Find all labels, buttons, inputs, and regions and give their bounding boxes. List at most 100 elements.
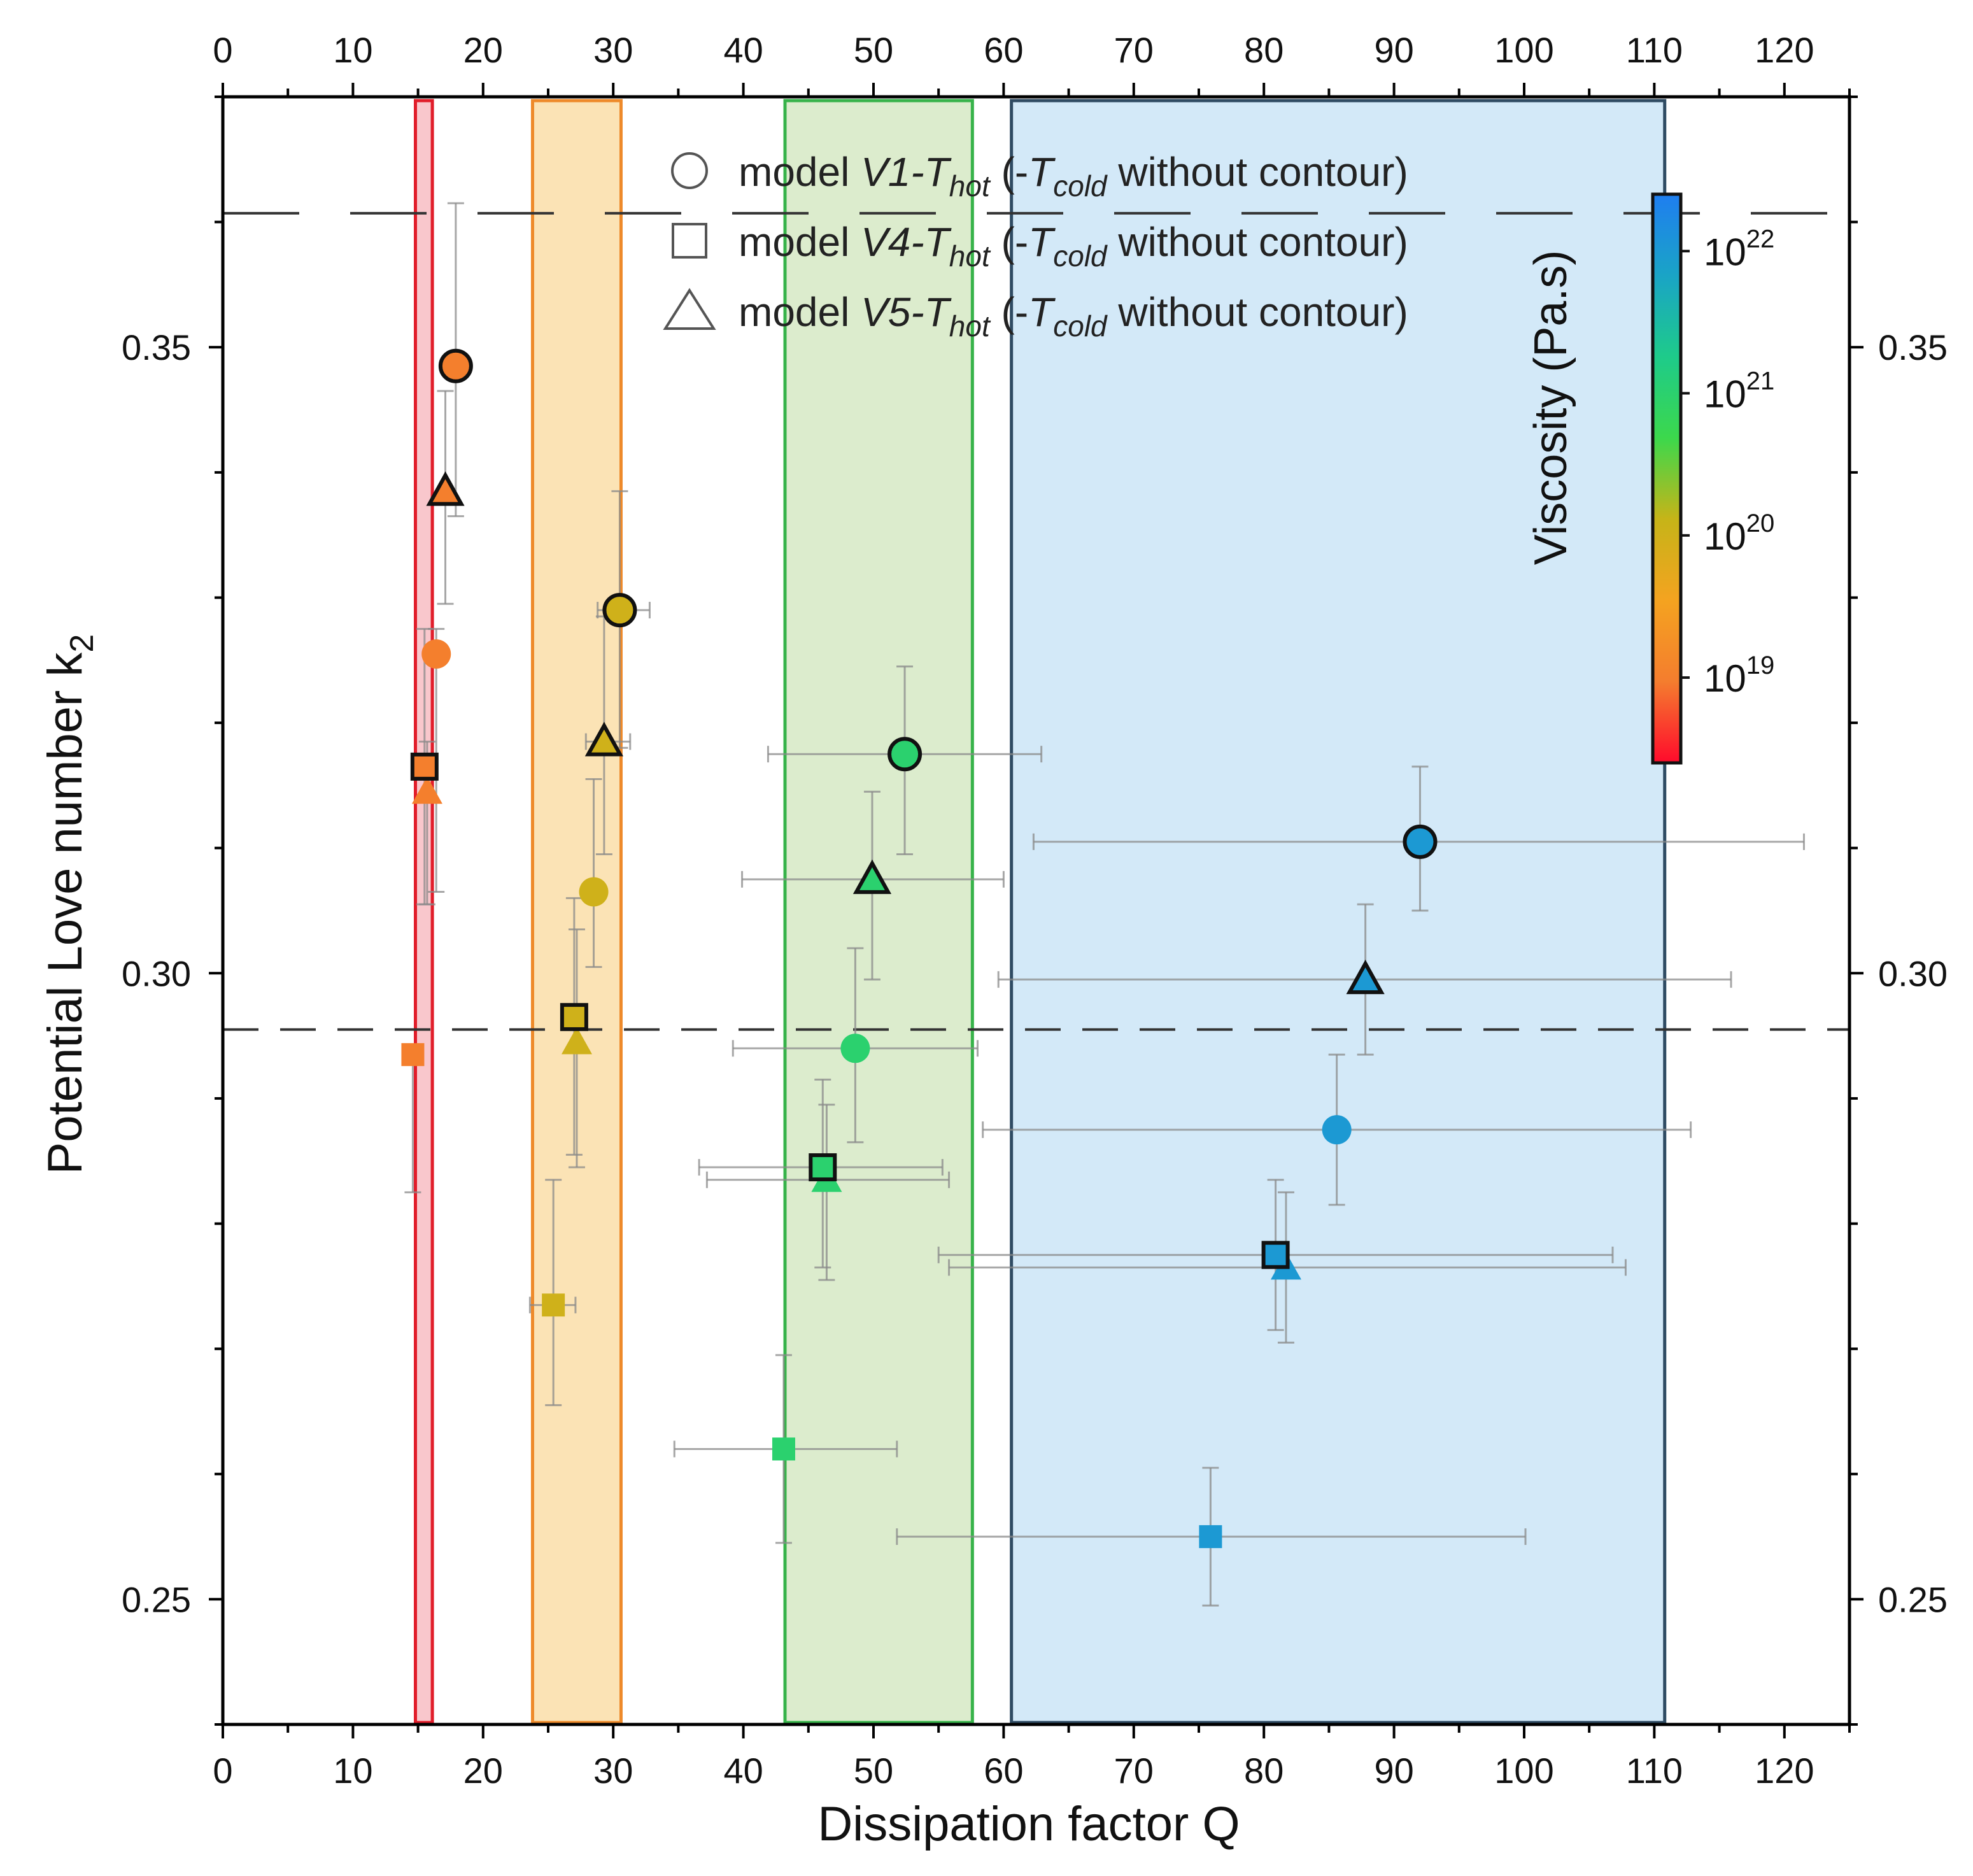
x-tick-label-bottom: 20 bbox=[463, 1751, 503, 1791]
legend-cold-subscript: cold bbox=[1053, 169, 1108, 203]
x-tick-label-bottom: 60 bbox=[984, 1751, 1023, 1791]
legend-cold-subscript: cold bbox=[1053, 309, 1108, 343]
square-point-cold bbox=[772, 1437, 795, 1461]
x-tick-label-top: 50 bbox=[854, 30, 893, 70]
legend-paren: (- bbox=[990, 289, 1028, 335]
x-tick-label-bottom: 120 bbox=[1755, 1751, 1814, 1791]
square-point-hot bbox=[1261, 1240, 1290, 1269]
legend-triangle-icon bbox=[663, 288, 716, 330]
square-point-hot bbox=[809, 1153, 837, 1182]
square-point-hot bbox=[560, 1003, 588, 1032]
legend-t-hot: T bbox=[924, 149, 952, 195]
band-3 bbox=[783, 99, 974, 1724]
colorbar-label-exponent: 22 bbox=[1746, 225, 1775, 253]
legend-model: V5- bbox=[861, 289, 924, 335]
y-axis-title-main: Potential Love number k bbox=[38, 652, 92, 1175]
circle-point-cold bbox=[421, 639, 451, 669]
square-point-hot bbox=[410, 752, 439, 781]
triangle-point-hot bbox=[584, 721, 623, 757]
legend-t-hot: T bbox=[924, 289, 952, 335]
legend-t-cold: T bbox=[1028, 219, 1056, 265]
colorbar-label: 1021 bbox=[1704, 367, 1774, 416]
triangle-point-cold bbox=[411, 776, 442, 804]
y-tick-label-right: 0.25 bbox=[1878, 1579, 1948, 1619]
legend-model: V4- bbox=[861, 219, 924, 265]
legend-t-cold: T bbox=[1028, 149, 1056, 195]
colorbar-label: 1022 bbox=[1704, 225, 1774, 273]
square-point-cold bbox=[1199, 1525, 1222, 1549]
x-tick-label-top: 120 bbox=[1755, 30, 1814, 70]
x-tick-label-top: 10 bbox=[333, 30, 372, 70]
legend-prefix: model bbox=[739, 149, 861, 195]
x-tick-label-top: 70 bbox=[1114, 30, 1154, 70]
x-tick-label-top: 90 bbox=[1374, 30, 1413, 70]
x-tick-label-bottom: 10 bbox=[333, 1751, 372, 1791]
x-tick-label-top: 0 bbox=[213, 30, 232, 70]
legend-paren: (- bbox=[990, 219, 1028, 265]
y-axis-title: Potential Love number k2 bbox=[38, 634, 101, 1175]
circle-point-hot bbox=[1403, 824, 1438, 859]
legend-suffix: without contour) bbox=[1107, 149, 1408, 195]
legend-hot-subscript: hot bbox=[949, 309, 991, 343]
colorbar-title: Viscosity (Pa.s) bbox=[1525, 250, 1576, 565]
triangle-point-cold bbox=[561, 1027, 592, 1055]
x-tick-label-top: 60 bbox=[984, 30, 1023, 70]
x-tick-label-bottom: 40 bbox=[723, 1751, 763, 1791]
x-tick-label-top: 110 bbox=[1626, 30, 1683, 70]
legend-suffix: without contour) bbox=[1107, 289, 1408, 335]
legend-circle-icon bbox=[671, 152, 708, 189]
highlight-bands bbox=[414, 99, 1667, 1724]
colorbar-label: 1019 bbox=[1704, 651, 1774, 700]
legend-label: model V1-Thot (-Tcold without contour) bbox=[739, 149, 1408, 203]
x-tick-label-top: 80 bbox=[1244, 30, 1284, 70]
circle-point-cold bbox=[840, 1034, 870, 1063]
axis-ticks: 0010102020303040405050606070708080909010… bbox=[122, 30, 1948, 1791]
x-tick-label-bottom: 100 bbox=[1494, 1751, 1553, 1791]
legend-hot-subscript: hot bbox=[949, 239, 991, 273]
y-tick-label-right: 0.35 bbox=[1878, 327, 1948, 367]
square-point-cold bbox=[542, 1293, 565, 1317]
legend-label: model V5-Thot (-Tcold without contour) bbox=[739, 289, 1408, 343]
x-tick-label-bottom: 50 bbox=[854, 1751, 893, 1791]
x-tick-label-bottom: 110 bbox=[1626, 1751, 1683, 1791]
circle-point-hot bbox=[602, 593, 637, 628]
colorbar-gradient bbox=[1651, 192, 1683, 765]
legend-hot-subscript: hot bbox=[949, 169, 991, 203]
circle-point-hot bbox=[887, 737, 923, 772]
legend-cold-subscript: cold bbox=[1053, 239, 1108, 273]
triangle-point-hot bbox=[1346, 959, 1385, 995]
legend-prefix: model bbox=[739, 219, 861, 265]
colorbar-label-base: 10 bbox=[1704, 231, 1746, 273]
band-2 bbox=[530, 99, 623, 1724]
colorbar-label-exponent: 20 bbox=[1746, 509, 1775, 537]
circle-point-hot bbox=[438, 348, 473, 383]
legend-label: model V4-Thot (-Tcold without contour) bbox=[739, 219, 1408, 273]
colorbar-label-exponent: 19 bbox=[1746, 651, 1775, 679]
square-point-cold bbox=[401, 1043, 425, 1067]
legend-suffix: without contour) bbox=[1107, 219, 1408, 265]
band-4 bbox=[1010, 99, 1667, 1724]
data-markers bbox=[401, 348, 1438, 1549]
triangle-point-hot bbox=[852, 859, 892, 894]
legend-model: V1- bbox=[861, 149, 924, 195]
y-tick-label-left: 0.30 bbox=[122, 953, 191, 993]
x-tick-label-bottom: 70 bbox=[1114, 1751, 1154, 1791]
x-tick-label-top: 40 bbox=[723, 30, 763, 70]
y-tick-label-right: 0.30 bbox=[1878, 953, 1948, 993]
reference-lines bbox=[223, 211, 1849, 1031]
y-tick-label-left: 0.25 bbox=[122, 1579, 191, 1619]
x-tick-label-bottom: 0 bbox=[213, 1751, 232, 1791]
colorbar-label-base: 10 bbox=[1704, 515, 1746, 558]
legend-prefix: model bbox=[739, 289, 861, 335]
x-tick-label-bottom: 80 bbox=[1244, 1751, 1284, 1791]
circle-point-cold bbox=[579, 877, 609, 907]
legend: model V1-Thot (-Tcold without contour)mo… bbox=[663, 149, 1408, 343]
colorbar-label-base: 10 bbox=[1704, 657, 1746, 700]
triangle-point-hot bbox=[426, 471, 465, 506]
x-tick-label-bottom: 30 bbox=[593, 1751, 633, 1791]
legend-t-cold: T bbox=[1028, 289, 1056, 335]
legend-t-hot: T bbox=[924, 219, 952, 265]
x-tick-label-top: 20 bbox=[463, 30, 503, 70]
